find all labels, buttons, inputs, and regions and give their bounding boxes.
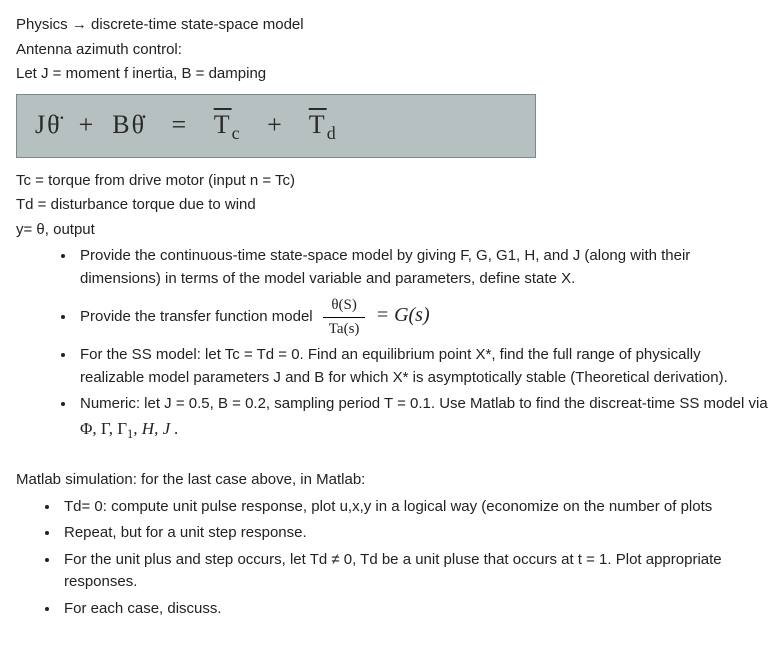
task-text: For each case, discuss. (64, 600, 222, 617)
task-text: For the unit plus and step occurs, let T… (64, 551, 722, 591)
header-line-2: Antenna azimuth control: (16, 39, 768, 62)
task-item: For each case, discuss. (60, 598, 768, 621)
task-item: Repeat, but for a unit step response. (60, 522, 768, 545)
task-symbols: Φ, Γ, Γ (80, 419, 127, 438)
def-y: y= θ, output (16, 219, 768, 242)
task-tail: , H, J . (133, 419, 178, 438)
task-text: Td= 0: compute unit pulse response, plot… (64, 498, 712, 515)
header-line-3: Let J = moment f inertia, B = damping (16, 63, 768, 86)
task-rhs: = G(s) (376, 304, 430, 326)
task-item: For the unit plus and step occurs, let T… (60, 549, 768, 594)
task-prefix: Numeric: let J = 0.5, B = 0.2, sampling … (80, 395, 768, 412)
task-item: Provide the transfer function model θ(S)… (76, 294, 768, 340)
task-text: Provide the continuous-time state-space … (80, 247, 690, 287)
task-item: Provide the continuous-time state-space … (76, 245, 768, 290)
def-tc: Tc = torque from drive motor (input n = … (16, 170, 768, 193)
task-item: Numeric: let J = 0.5, B = 0.2, sampling … (76, 393, 768, 443)
task-list-1: Provide the continuous-time state-space … (16, 245, 768, 443)
fraction: θ(S) Ta(s) (323, 294, 366, 340)
eq-text: Jθ̈ + Bθ̇ = Tc + Td (35, 110, 338, 139)
def-td: Td = disturbance torque due to wind (16, 194, 768, 217)
frac-num: θ(S) (323, 294, 366, 318)
task-item: For the SS model: let Tc = Td = 0. Find … (76, 344, 768, 389)
sim-header: Matlab simulation: for the last case abo… (16, 469, 768, 492)
task-prefix: Provide the transfer function model (80, 308, 317, 325)
task-item: Td= 0: compute unit pulse response, plot… (60, 496, 768, 519)
handwritten-equation: Jθ̈ + Bθ̇ = Tc + Td (16, 94, 536, 158)
task-text: For the SS model: let Tc = Td = 0. Find … (80, 346, 728, 386)
frac-den: Ta(s) (323, 318, 366, 341)
task-list-2: Td= 0: compute unit pulse response, plot… (16, 496, 768, 621)
task-text: Repeat, but for a unit step response. (64, 524, 307, 541)
header-line-1: Physics → discrete-time state-space mode… (16, 14, 768, 37)
